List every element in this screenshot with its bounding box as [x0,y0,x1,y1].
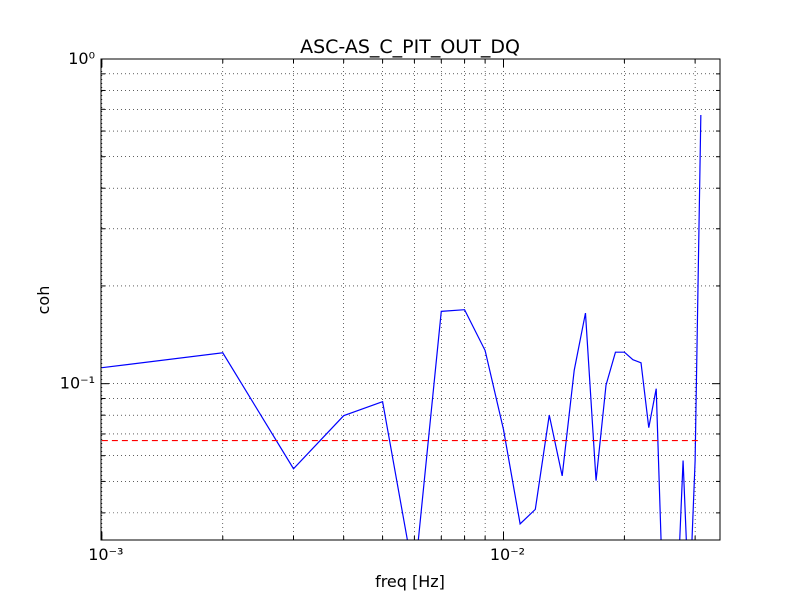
y-tick-label: 10⁻¹ [60,374,95,393]
chart-title: ASC-AS_C_PIT_OUT_DQ [300,36,520,58]
y-axis-label: coh [34,286,53,315]
plot-frame [100,58,721,541]
x-tick-label: 10⁻³ [88,545,123,564]
series-line [101,115,702,540]
x-axis-label: freq [Hz] [375,572,445,591]
x-tick-label: 10⁻² [490,545,525,564]
y-tick-label: 10⁰ [68,49,95,68]
